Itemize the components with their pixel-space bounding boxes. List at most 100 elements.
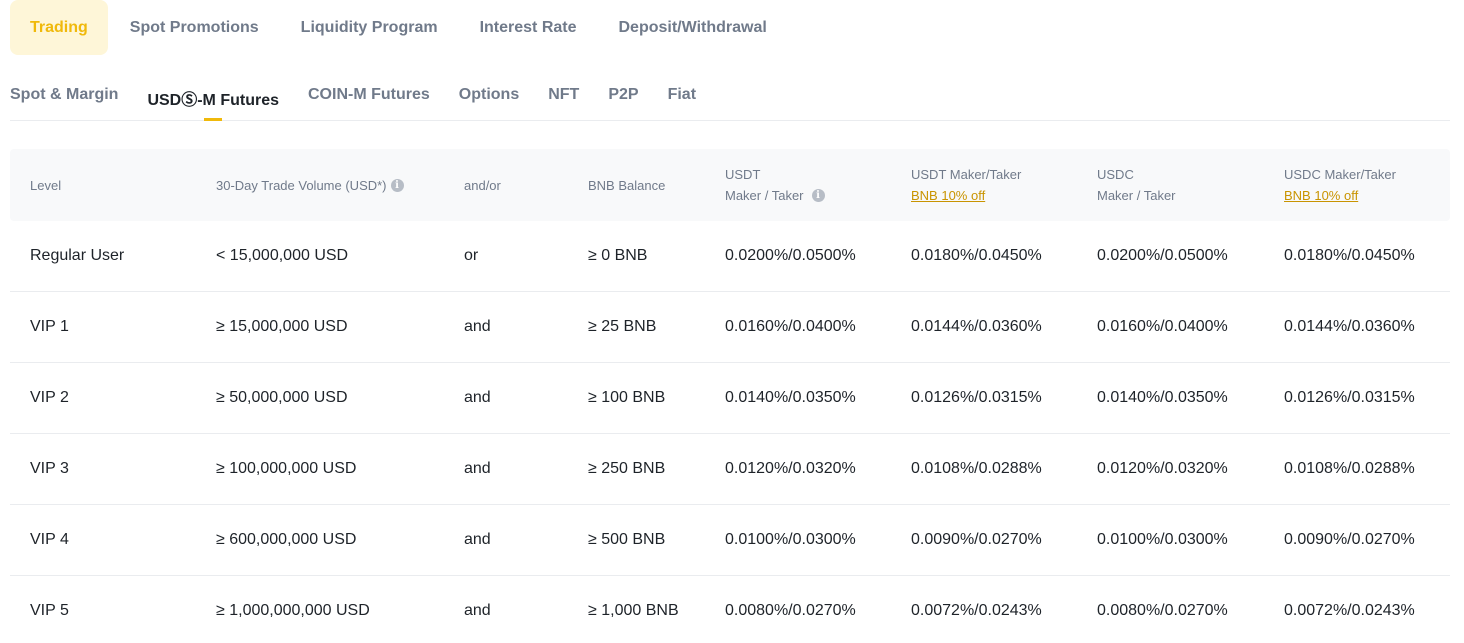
cell-andor: and bbox=[464, 531, 491, 548]
tab-usds-m-futures[interactable]: USDⓈ-M Futures bbox=[147, 74, 279, 121]
header-andor: and/or bbox=[464, 149, 501, 221]
active-tab-indicator bbox=[204, 118, 223, 121]
tab-deposit-withdrawal[interactable]: Deposit/Withdrawal bbox=[618, 18, 767, 36]
header-level-label: Level bbox=[30, 177, 62, 193]
cell-level: VIP 1 bbox=[30, 318, 69, 335]
tab-interest-rate[interactable]: Interest Rate bbox=[479, 18, 577, 36]
header-usdc-bnb-line1: USDC Maker/Taker bbox=[1284, 167, 1396, 182]
cell-andor: and bbox=[464, 389, 491, 406]
table-header: Level 30-Day Trade Volume (USD*) i and/o… bbox=[10, 149, 1450, 221]
table-row: VIP 1 ≥ 15,000,000 USD and ≥ 25 BNB 0.01… bbox=[10, 292, 1450, 363]
cell-usdt-fee: 0.0080%/0.0270% bbox=[725, 602, 856, 619]
cell-usdc-bnb-fee: 0.0126%/0.0315% bbox=[1284, 389, 1415, 406]
product-tabs: Spot & Margin USDⓈ-M Futures COIN-M Futu… bbox=[10, 74, 1450, 121]
tab-options[interactable]: Options bbox=[459, 74, 519, 120]
header-usdt: USDT Maker / Taker i bbox=[725, 149, 825, 221]
header-usdt-line2: Maker / Taker bbox=[725, 188, 804, 203]
cell-usdc-fee: 0.0120%/0.0320% bbox=[1097, 460, 1228, 477]
cell-usdc-fee: 0.0080%/0.0270% bbox=[1097, 602, 1228, 619]
table-row: VIP 3 ≥ 100,000,000 USD and ≥ 250 BNB 0.… bbox=[10, 434, 1450, 505]
header-usdc: USDC Maker / Taker bbox=[1097, 149, 1176, 221]
tab-nft[interactable]: NFT bbox=[548, 74, 579, 120]
cell-volume: ≥ 1,000,000,000 USD bbox=[216, 602, 370, 619]
cell-bnb-balance: ≥ 500 BNB bbox=[588, 531, 666, 548]
cell-usdt-bnb-fee: 0.0126%/0.0315% bbox=[911, 389, 1042, 406]
header-bnb-balance-label: BNB Balance bbox=[588, 177, 666, 193]
cell-usdc-fee: 0.0140%/0.0350% bbox=[1097, 389, 1228, 406]
header-volume-label: 30-Day Trade Volume (USD*) bbox=[216, 177, 387, 193]
cell-bnb-balance: ≥ 100 BNB bbox=[588, 389, 666, 406]
cell-volume: ≥ 600,000,000 USD bbox=[216, 531, 357, 548]
tab-spot-promotions[interactable]: Spot Promotions bbox=[129, 18, 259, 36]
cell-usdt-fee: 0.0140%/0.0350% bbox=[725, 389, 856, 406]
category-tabs: Trading Spot Promotions Liquidity Progra… bbox=[10, 0, 789, 55]
cell-usdt-bnb-fee: 0.0108%/0.0288% bbox=[911, 460, 1042, 477]
tab-liquidity-program[interactable]: Liquidity Program bbox=[300, 18, 438, 36]
cell-andor: and bbox=[464, 460, 491, 477]
cell-bnb-balance: ≥ 0 BNB bbox=[588, 247, 648, 264]
header-andor-label: and/or bbox=[464, 177, 501, 193]
cell-level: VIP 5 bbox=[30, 602, 69, 619]
cell-bnb-balance: ≥ 250 BNB bbox=[588, 460, 666, 477]
cell-usdc-fee: 0.0100%/0.0300% bbox=[1097, 531, 1228, 548]
header-usdc-line1: USDC bbox=[1097, 167, 1134, 182]
cell-usdc-fee: 0.0160%/0.0400% bbox=[1097, 318, 1228, 335]
bnb-discount-link[interactable]: BNB 10% off bbox=[1284, 188, 1359, 203]
tab-label: USDⓈ-M Futures bbox=[147, 92, 279, 109]
cell-andor: and bbox=[464, 602, 491, 619]
tab-coin-m-futures[interactable]: COIN-M Futures bbox=[308, 74, 430, 120]
header-level: Level bbox=[30, 149, 61, 221]
tab-label: P2P bbox=[608, 86, 639, 103]
tab-label: COIN-M Futures bbox=[308, 86, 430, 103]
cell-bnb-balance: ≥ 25 BNB bbox=[588, 318, 657, 335]
tab-label: Spot & Margin bbox=[10, 86, 119, 103]
cell-andor: or bbox=[464, 247, 479, 264]
cell-level: VIP 4 bbox=[30, 531, 69, 548]
cell-level: VIP 2 bbox=[30, 389, 69, 406]
cell-usdt-fee: 0.0100%/0.0300% bbox=[725, 531, 856, 548]
cell-usdt-fee: 0.0120%/0.0320% bbox=[725, 460, 856, 477]
cell-volume: < 15,000,000 USD bbox=[216, 247, 349, 264]
tab-label: Fiat bbox=[667, 86, 697, 103]
cell-usdt-fee: 0.0200%/0.0500% bbox=[725, 247, 856, 264]
info-icon[interactable]: i bbox=[390, 178, 404, 192]
header-usdc-line2: Maker / Taker bbox=[1097, 188, 1176, 203]
header-usdt-line1: USDT bbox=[725, 167, 761, 182]
cell-level: VIP 3 bbox=[30, 460, 69, 477]
cell-volume: ≥ 50,000,000 USD bbox=[216, 389, 348, 406]
tab-spot-margin[interactable]: Spot & Margin bbox=[10, 74, 118, 120]
cell-usdt-bnb-fee: 0.0180%/0.0450% bbox=[911, 247, 1042, 264]
fee-table: Level 30-Day Trade Volume (USD*) i and/o… bbox=[10, 149, 1450, 643]
header-usdt-bnb: USDT Maker/Taker BNB 10% off bbox=[911, 149, 1021, 221]
tab-label: NFT bbox=[548, 86, 580, 103]
header-usdt-bnb-line1: USDT Maker/Taker bbox=[911, 167, 1022, 182]
cell-volume: ≥ 15,000,000 USD bbox=[216, 318, 348, 335]
cell-volume: ≥ 100,000,000 USD bbox=[216, 460, 357, 477]
cell-usdt-bnb-fee: 0.0072%/0.0243% bbox=[911, 602, 1042, 619]
header-bnb-balance: BNB Balance bbox=[588, 149, 665, 221]
tab-label: Options bbox=[458, 86, 520, 103]
table-row: Regular User < 15,000,000 USD or ≥ 0 BNB… bbox=[10, 221, 1450, 292]
header-volume: 30-Day Trade Volume (USD*) i bbox=[216, 149, 404, 221]
header-usdc-bnb: USDC Maker/Taker BNB 10% off bbox=[1284, 149, 1396, 221]
tab-trading[interactable]: Trading bbox=[10, 0, 108, 55]
cell-usdc-fee: 0.0200%/0.0500% bbox=[1097, 247, 1228, 264]
table-row: VIP 4 ≥ 600,000,000 USD and ≥ 500 BNB 0.… bbox=[10, 505, 1450, 576]
cell-usdc-bnb-fee: 0.0180%/0.0450% bbox=[1284, 247, 1415, 264]
cell-usdt-bnb-fee: 0.0144%/0.0360% bbox=[911, 318, 1042, 335]
tab-p2p[interactable]: P2P bbox=[608, 74, 638, 120]
cell-bnb-balance: ≥ 1,000 BNB bbox=[588, 602, 679, 619]
tab-fiat[interactable]: Fiat bbox=[668, 74, 696, 120]
cell-usdt-bnb-fee: 0.0090%/0.0270% bbox=[911, 531, 1042, 548]
info-icon[interactable]: i bbox=[811, 189, 825, 202]
cell-usdc-bnb-fee: 0.0144%/0.0360% bbox=[1284, 318, 1415, 335]
table-row: VIP 5 ≥ 1,000,000,000 USD and ≥ 1,000 BN… bbox=[10, 576, 1450, 643]
bnb-discount-link[interactable]: BNB 10% off bbox=[911, 188, 986, 203]
cell-usdc-bnb-fee: 0.0090%/0.0270% bbox=[1284, 531, 1415, 548]
cell-andor: and bbox=[464, 318, 491, 335]
cell-usdc-bnb-fee: 0.0072%/0.0243% bbox=[1284, 602, 1415, 619]
cell-usdt-fee: 0.0160%/0.0400% bbox=[725, 318, 856, 335]
cell-level: Regular User bbox=[30, 247, 125, 264]
table-row: VIP 2 ≥ 50,000,000 USD and ≥ 100 BNB 0.0… bbox=[10, 363, 1450, 434]
